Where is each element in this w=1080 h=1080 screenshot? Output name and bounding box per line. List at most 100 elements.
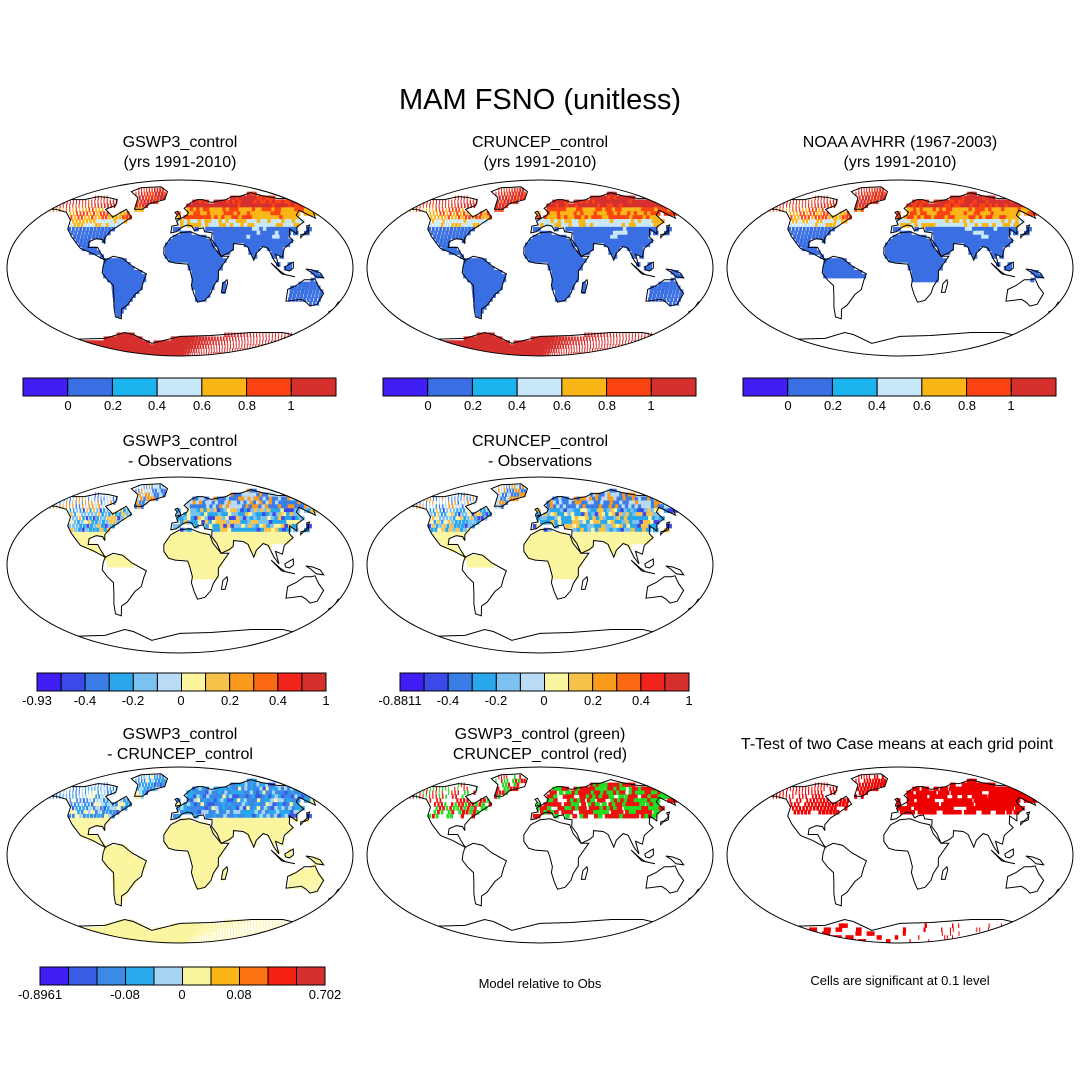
colorbar-swatch: [60, 672, 86, 692]
coastline-eurasia: [170, 489, 324, 565]
colorbar-swatch: [96, 966, 126, 986]
colorbar-ticks-gswp3-minus-cruncep: -0.8961 -0.08 0 0.08 0.702: [18, 987, 341, 1005]
tick-label: -0.8811: [378, 693, 422, 708]
panel-title-observations: NOAA AVHRR (1967-2003) (yrs 1991-2010): [802, 134, 998, 171]
map-gswp3-mean: [6, 179, 354, 357]
coastline-indonesia: [630, 559, 656, 575]
coastline-japan: [300, 521, 311, 536]
colorbar-swatch: [561, 377, 608, 397]
map-observations: [726, 179, 1074, 357]
coastlines: [42, 483, 344, 641]
coastline-namerica: [762, 196, 853, 262]
colorbar-ticks-gswp3-minus-obs: -0.93 -0.4 -0.2 0 0.2 0.4 1: [22, 693, 329, 711]
coastline-samerica: [101, 552, 148, 617]
coastline-madagascar: [580, 575, 589, 590]
colorbar-swatch: [111, 377, 158, 397]
colorbar-swatch: [1010, 377, 1057, 397]
tick-label: 0.8: [237, 398, 257, 413]
coastline-uk: [894, 797, 902, 807]
significance-note: Cells are significant at 0.1 level: [810, 973, 990, 988]
coastline-newguinea: [665, 268, 685, 279]
coastlines: [42, 186, 344, 344]
tick-label: -0.08: [110, 987, 140, 1002]
coastline-greenland: [850, 773, 889, 797]
panel-title-overlay: GSWP3_control (green) CRUNCEP_control (r…: [452, 726, 628, 763]
tick-label: -0.4: [73, 693, 97, 708]
coastline-newguinea: [665, 855, 685, 866]
coastline-australia: [1005, 865, 1045, 894]
tick-label: 0.2: [463, 398, 483, 413]
map-ttest: [726, 766, 1074, 944]
colorbar-swatch: [516, 377, 563, 397]
coastline-borneo: [284, 558, 294, 569]
tick-label: 0.2: [583, 693, 603, 708]
coastline-indonesia: [630, 262, 656, 278]
coastline-namerica: [762, 783, 853, 849]
tick-label: 0.4: [147, 398, 167, 413]
colorbar-swatch: [606, 377, 652, 397]
coastline-borneo: [1004, 848, 1014, 859]
coastline-madagascar: [580, 865, 589, 880]
colorbar-swatch: [544, 672, 570, 692]
coastline-samerica: [821, 842, 868, 907]
coastline-africa: [523, 818, 590, 890]
coastline-namerica: [402, 493, 493, 559]
coastline-africa: [163, 231, 230, 303]
tick-label: 0.6: [912, 398, 932, 413]
coastline-australia: [1005, 278, 1045, 307]
coastline-antarctica: [42, 918, 313, 931]
coastline-eurasia: [530, 779, 684, 855]
coastline-antarctica: [42, 628, 313, 641]
colorbar-swatch: [39, 966, 69, 986]
tick-label: -0.8961: [17, 987, 63, 1002]
colorbar-ticks-cruncep-mean: 0 0.2 0.4 0.6 0.8 1: [383, 398, 696, 416]
colorbar-swatch: [876, 377, 923, 397]
tick-label: 0: [178, 987, 186, 1002]
coastline-eurasia: [170, 779, 324, 855]
colorbar-swatch: [67, 377, 113, 397]
colorbar-swatch: [519, 672, 545, 692]
coastline-samerica: [101, 842, 148, 907]
colorbar-cruncep-minus-obs: [399, 672, 690, 692]
colorbar-gswp3-mean: [22, 377, 337, 397]
tick-label: 0.4: [631, 693, 651, 708]
colorbar-swatch: [210, 966, 240, 986]
coastline-antarctica: [402, 918, 673, 931]
coastline-greenland: [850, 186, 889, 210]
coastline-australia: [285, 278, 325, 307]
tick-label: 1: [1007, 398, 1015, 413]
coastline-antarctica: [762, 331, 1033, 344]
colorbar-swatch: [290, 377, 337, 397]
colorbar-swatch: [616, 672, 642, 692]
coastline-madagascar: [940, 865, 949, 880]
coastline-namerica: [402, 783, 493, 849]
tick-label: 1: [647, 398, 655, 413]
colorbar-swatch: [182, 966, 212, 986]
coastline-indonesia: [270, 559, 296, 575]
colorbar-swatch: [592, 672, 618, 692]
map-border: [726, 179, 1074, 357]
colorbar-gswp3-minus-cruncep: [39, 966, 326, 986]
colorbar-swatch: [471, 377, 518, 397]
coastline-uk: [534, 797, 542, 807]
coastline-newguinea: [1025, 268, 1045, 279]
map-cruncep-minus-obs: [366, 476, 714, 654]
tick-label: 0.4: [507, 398, 527, 413]
coastline-newguinea: [305, 855, 325, 866]
panel-title-gswp3-minus-obs: GSWP3_control - Observations: [122, 433, 238, 470]
coastline-africa: [523, 528, 590, 600]
coastline-antarctica: [402, 628, 673, 641]
colorbar-swatch: [568, 672, 594, 692]
colorbar-ticks-observations: 0 0.2 0.4 0.6 0.8 1: [743, 398, 1056, 416]
coastline-borneo: [1004, 261, 1014, 272]
tick-label: -0.93: [22, 693, 52, 708]
coastline-japan: [1020, 224, 1031, 239]
colorbar-swatch: [382, 377, 429, 397]
coastlines: [402, 773, 704, 931]
coastline-newguinea: [305, 565, 325, 576]
coastline-eurasia: [890, 192, 1044, 268]
map-border: [726, 766, 1074, 944]
coastline-borneo: [644, 848, 654, 859]
colorbar-swatch: [301, 672, 327, 692]
tick-label: 0.08: [226, 987, 252, 1002]
